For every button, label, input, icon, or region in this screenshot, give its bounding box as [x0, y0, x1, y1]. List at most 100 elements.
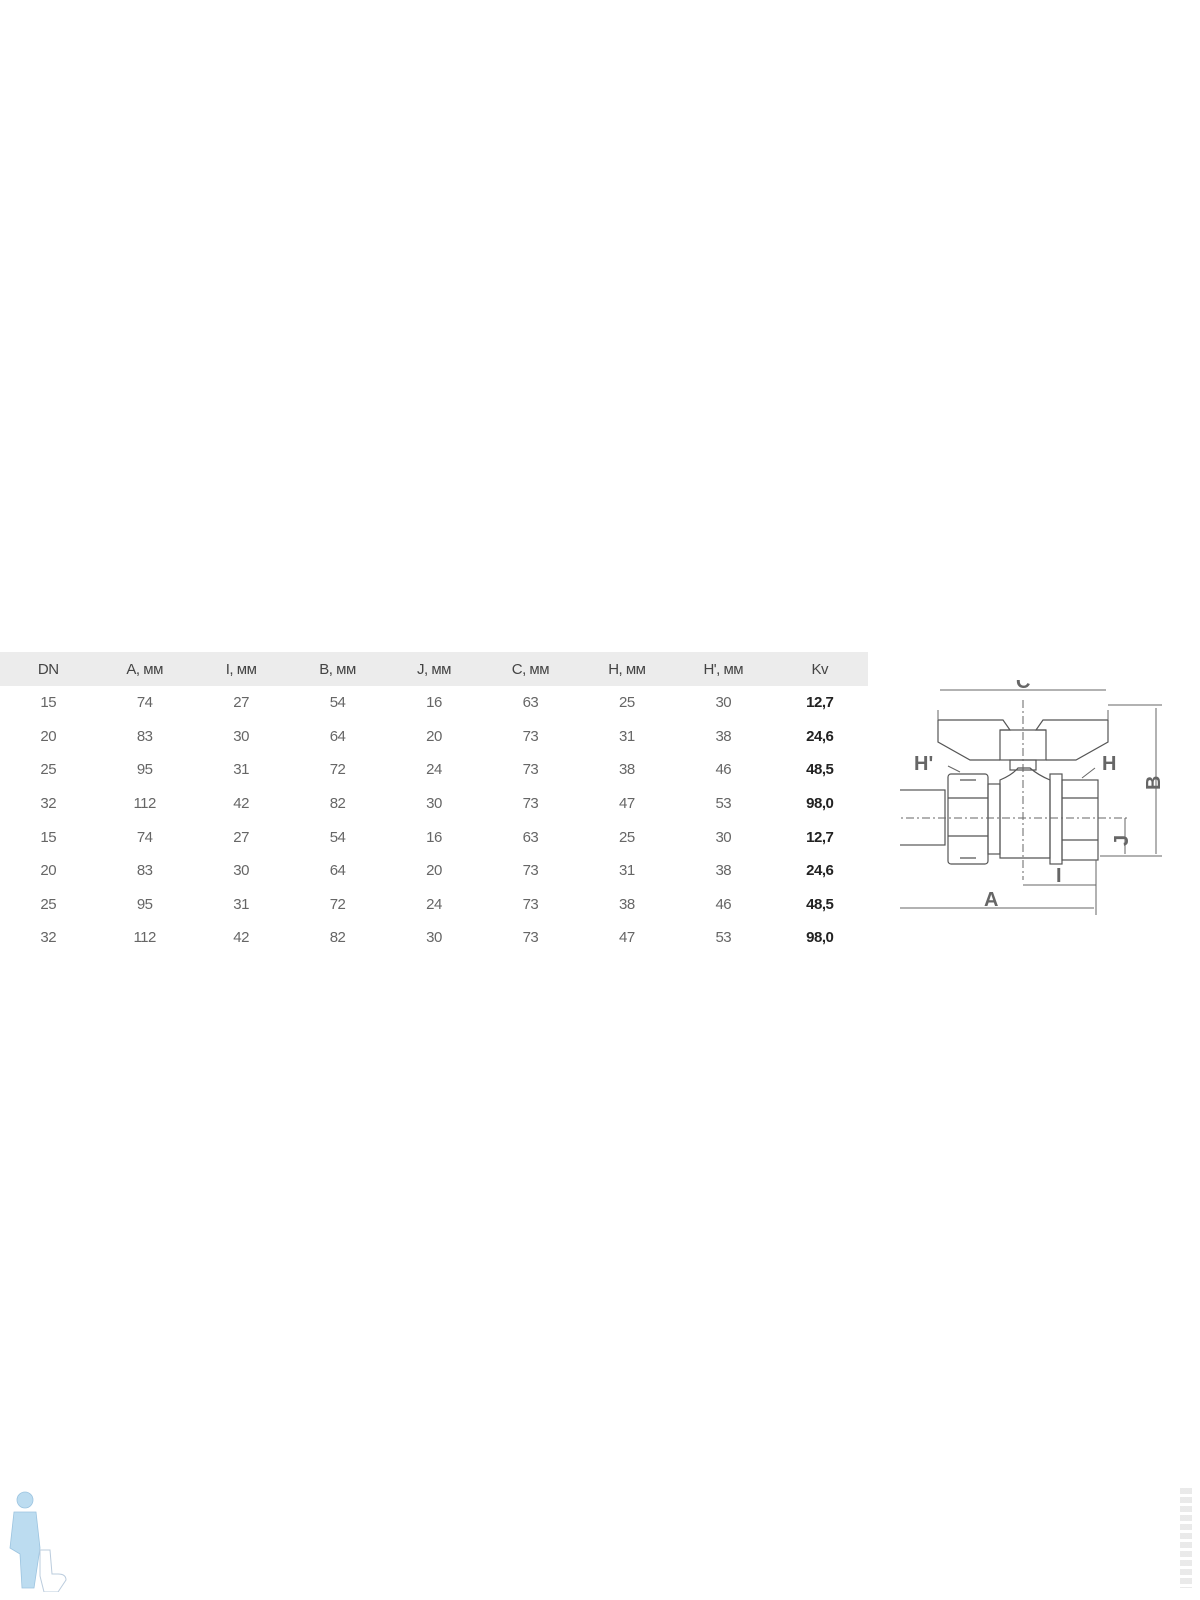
table-cell: 74 [136, 828, 153, 846]
table-cell: 73 [522, 895, 539, 913]
table-cell: 72 [329, 895, 346, 913]
table-header-row: DN A, мм I, мм B, мм J, мм C, мм H, мм H', мм Kv [0, 652, 868, 686]
column-header: B, мм [289, 652, 386, 686]
table-cell: 54 [329, 694, 346, 712]
label-c: C [1016, 680, 1030, 693]
table-cell: 42 [233, 795, 249, 813]
table-cell: 95 [136, 761, 153, 779]
dimension-c [937, 689, 1109, 720]
table-cell: 20 [40, 727, 57, 745]
dimension-a [900, 895, 1097, 915]
label-h-prime: H' [914, 753, 933, 775]
table-cell: 112 [133, 929, 156, 947]
column-header: C, мм [482, 652, 579, 686]
table-cell: 64 [329, 862, 346, 880]
table-cell: 24,6 [806, 727, 834, 745]
ball-valve-diagram: C B H' H J I A [900, 680, 1165, 915]
dimensions-table: DN A, мм I, мм B, мм J, мм C, мм H, мм H', мм Kv… [0, 652, 868, 955]
table-cell: 30 [233, 862, 249, 880]
table-cell: 25 [619, 828, 635, 846]
label-b: B [1143, 776, 1165, 790]
female-end [1061, 779, 1099, 861]
table-row: 15 74 27 54 16 63 25 30 12,7 [0, 686, 868, 720]
table-cell: 38 [715, 727, 732, 745]
table-cell: 15 [40, 828, 57, 846]
label-a: A [984, 889, 998, 911]
table-cell: 47 [619, 929, 635, 947]
table-cell: 20 [426, 727, 442, 745]
table-cell: 31 [619, 727, 635, 745]
table-cell: 31 [233, 761, 249, 779]
table-cell: 30 [715, 828, 732, 846]
dimension-i [1023, 860, 1097, 895]
table-cell: 72 [329, 761, 346, 779]
dimension-b [1100, 704, 1162, 857]
table-cell: 63 [522, 694, 539, 712]
table-row: 15 74 27 54 16 63 25 30 12,7 [0, 820, 868, 854]
table-cell: 74 [136, 694, 153, 712]
table-cell: 73 [522, 795, 539, 813]
table-cell: 16 [426, 828, 442, 846]
table-cell: 30 [233, 727, 249, 745]
table-cell: 31 [233, 895, 249, 913]
table-cell: 42 [233, 929, 249, 947]
table-cell: 20 [426, 862, 442, 880]
table-row: 32 112 42 82 30 73 47 53 98,0 [0, 787, 868, 821]
table-cell: 63 [522, 828, 539, 846]
table-row: 25 95 31 72 24 73 38 46 48,5 [0, 753, 868, 787]
table-cell: 38 [715, 862, 732, 880]
table-cell: 112 [133, 795, 156, 813]
table-cell: 83 [136, 727, 153, 745]
table-cell: 53 [715, 795, 732, 813]
plumber-mascot-logo [9, 1491, 67, 1592]
table-cell: 32 [40, 795, 57, 813]
table-cell: 95 [136, 895, 153, 913]
valve-body [999, 767, 1051, 859]
table-cell: 82 [329, 795, 346, 813]
table-cell: 25 [40, 895, 57, 913]
table-cell: 20 [40, 862, 57, 880]
table-cell: 25 [40, 761, 57, 779]
table-cell: 73 [522, 761, 539, 779]
column-header: J, мм [385, 652, 483, 686]
table-cell: 82 [329, 929, 346, 947]
column-header: A, мм [96, 652, 193, 686]
union-nut [947, 773, 989, 865]
table-cell: 73 [522, 727, 539, 745]
table-cell: 98,0 [806, 929, 834, 947]
table-cell: 30 [426, 929, 442, 947]
table-cell: 15 [40, 694, 57, 712]
table-cell: 31 [619, 862, 635, 880]
table-row: 25 95 31 72 24 73 38 46 48,5 [0, 888, 868, 922]
table-cell: 48,5 [806, 895, 834, 913]
watermark [1180, 1488, 1192, 1588]
table-cell: 64 [329, 727, 346, 745]
table-row: 20 83 30 64 20 73 31 38 24,6 [0, 854, 868, 888]
table-cell: 24 [426, 761, 442, 779]
table-cell: 98,0 [806, 795, 834, 813]
label-i: I [1056, 865, 1062, 887]
table-row: 32 112 42 82 30 73 47 53 98,0 [0, 921, 868, 955]
table-row: 20 83 30 64 20 73 31 38 24,6 [0, 720, 868, 754]
table-cell: 12,7 [806, 828, 834, 846]
table-cell: 38 [619, 895, 635, 913]
table-cell: 54 [329, 828, 346, 846]
table-cell: 46 [715, 761, 732, 779]
table-cell: 24,6 [806, 862, 834, 880]
valve-handle [937, 719, 1109, 761]
table-cell: 16 [426, 694, 442, 712]
table-cell: 46 [715, 895, 732, 913]
table-cell: 27 [233, 694, 249, 712]
column-header: DN [0, 652, 97, 686]
label-h: H [1102, 753, 1116, 775]
table-cell: 47 [619, 795, 635, 813]
table-cell: 30 [426, 795, 442, 813]
table-cell: 48,5 [806, 761, 834, 779]
table-cell: 12,7 [806, 694, 834, 712]
table-cell: 32 [40, 929, 57, 947]
label-j: J [1111, 835, 1133, 846]
column-header: H', мм [675, 652, 772, 686]
column-header: H, мм [578, 652, 676, 686]
table-cell: 73 [522, 862, 539, 880]
table-cell: 83 [136, 862, 153, 880]
